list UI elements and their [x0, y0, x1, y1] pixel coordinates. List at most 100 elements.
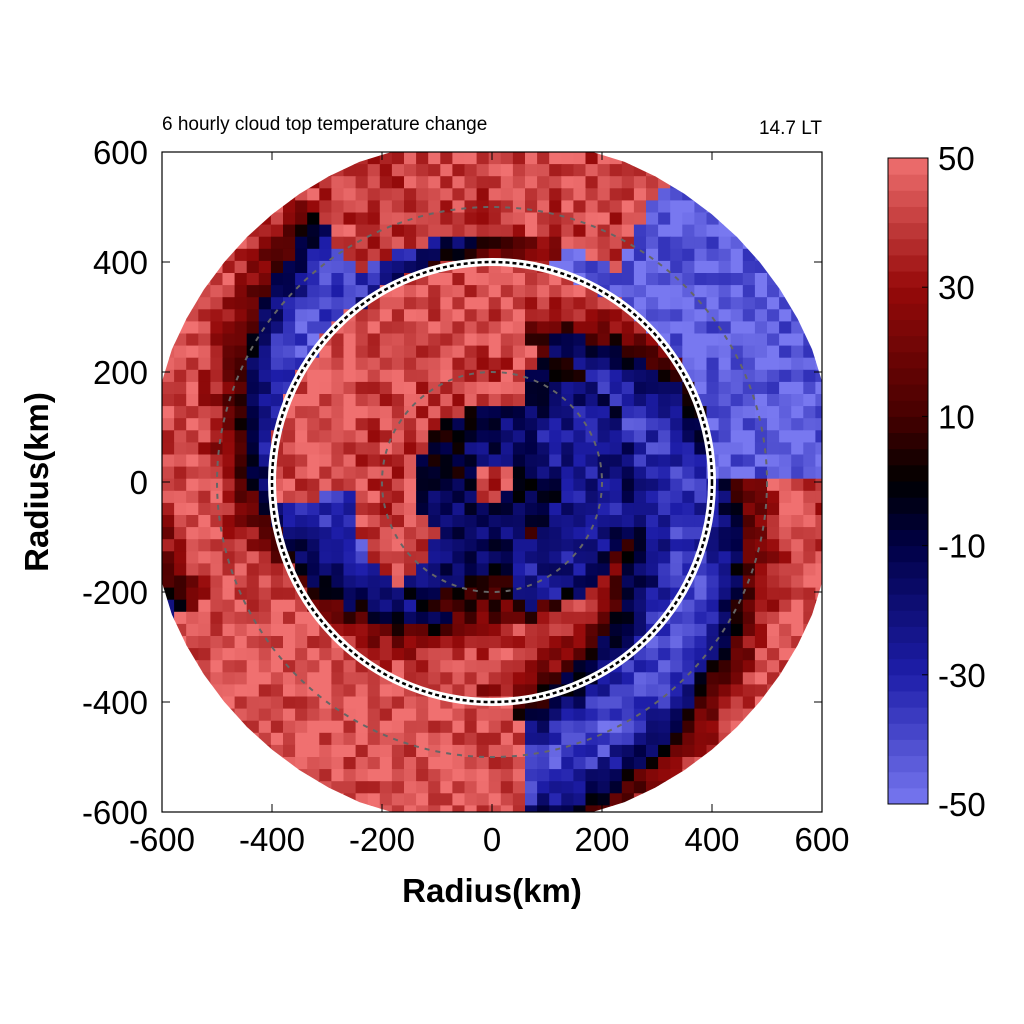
heatmap-cell: [609, 502, 623, 516]
heatmap-cell: [452, 781, 466, 794]
heatmap-cell: [779, 539, 792, 552]
heatmap-cell: [537, 212, 550, 226]
heatmap-cell: [246, 260, 260, 274]
heatmap-cell: [270, 575, 284, 589]
heatmap-cell: [416, 599, 429, 613]
heatmap-cell: [270, 611, 284, 625]
heatmap-cell: [440, 563, 453, 577]
heatmap-cell: [355, 769, 369, 782]
heatmap-cell: [561, 248, 574, 262]
heatmap-cell: [464, 490, 478, 504]
heatmap-cell: [767, 442, 780, 456]
heatmap-cell: [343, 200, 357, 214]
colorbar-band: [888, 464, 928, 482]
heatmap-cell: [609, 757, 623, 770]
heatmap-cell: [525, 188, 538, 201]
colorbar-band: [888, 238, 928, 256]
heatmap-cell: [319, 357, 332, 371]
heatmap-cell: [464, 188, 478, 201]
heatmap-cell: [464, 176, 478, 189]
heatmap-cell: [428, 708, 441, 722]
heatmap-cell: [561, 636, 574, 649]
heatmap-cell: [730, 587, 744, 601]
heatmap-cell: [258, 599, 272, 613]
heatmap-cell: [367, 696, 381, 710]
heatmap-cell: [779, 430, 792, 443]
heatmap-cell: [621, 732, 635, 746]
heatmap-cell: [416, 466, 429, 480]
y-tick-label: 600: [93, 134, 148, 171]
heatmap-cell: [331, 502, 345, 516]
heatmap-cell: [537, 345, 550, 359]
heatmap-cell: [754, 648, 768, 661]
heatmap-cell: [367, 321, 381, 335]
heatmap-cell: [428, 152, 441, 165]
heatmap-cell: [391, 357, 405, 371]
heatmap-cell: [234, 248, 248, 262]
heatmap-cell: [500, 611, 514, 625]
heatmap-cell: [549, 490, 562, 504]
heatmap-cell: [476, 623, 490, 637]
heatmap-cell: [416, 611, 429, 625]
heatmap-cell: [694, 236, 708, 250]
heatmap-cell: [670, 260, 683, 274]
heatmap-cell: [537, 418, 550, 431]
heatmap-cell: [561, 152, 574, 165]
heatmap-cell: [537, 454, 550, 468]
heatmap-cell: [585, 369, 599, 383]
heatmap-cell: [246, 539, 260, 552]
heatmap-cell: [186, 381, 199, 395]
heatmap-cell: [331, 587, 345, 601]
heatmap-cell: [428, 769, 441, 782]
heatmap-cell: [512, 345, 526, 359]
heatmap-cell: [512, 599, 526, 613]
heatmap-cell: [379, 684, 393, 698]
heatmap-cell: [549, 744, 562, 758]
heatmap-cell: [391, 696, 405, 710]
heatmap-cell: [742, 394, 756, 407]
heatmap-cell: [210, 623, 224, 637]
heatmap-cell: [730, 708, 744, 722]
heatmap-cell: [718, 345, 732, 359]
heatmap-cell: [488, 502, 502, 516]
heatmap-cell: [222, 478, 236, 492]
heatmap-cell: [718, 527, 732, 540]
heatmap-cell: [500, 684, 514, 698]
heatmap-cell: [682, 321, 695, 335]
heatmap-cell: [355, 345, 369, 359]
heatmap-cell: [500, 273, 514, 286]
heatmap-cell: [609, 321, 623, 335]
heatmap-cell: [537, 394, 550, 407]
heatmap-cell: [307, 406, 320, 419]
heatmap-cell: [258, 708, 272, 722]
heatmap-cell: [162, 502, 175, 516]
heatmap-cell: [754, 684, 768, 698]
heatmap-cell: [597, 369, 611, 383]
heatmap-cell: [246, 466, 260, 480]
heatmap-cell: [658, 708, 671, 722]
heatmap-cell: [658, 660, 671, 673]
heatmap-cell: [258, 660, 272, 673]
heatmap-cell: [512, 164, 526, 177]
heatmap-cell: [355, 273, 369, 286]
heatmap-cell: [561, 490, 574, 504]
heatmap-cell: [186, 321, 199, 335]
heatmap-cell: [258, 285, 272, 298]
heatmap-cell: [416, 345, 429, 359]
heatmap-cell: [198, 333, 211, 347]
heatmap-cell: [585, 236, 599, 250]
heatmap-cell: [488, 321, 502, 335]
heatmap-cell: [210, 502, 224, 516]
heatmap-cell: [525, 672, 538, 685]
heatmap-cell: [391, 769, 405, 782]
colorbar-band: [888, 707, 928, 724]
heatmap-cell: [512, 757, 526, 770]
heatmap-cell: [646, 248, 659, 262]
heatmap-cell: [561, 587, 574, 601]
heatmap-cell: [767, 539, 780, 552]
heatmap-cell: [537, 769, 550, 782]
heatmap-cell: [258, 672, 272, 685]
colorbar-band: [888, 190, 928, 207]
heatmap-cell: [476, 805, 490, 812]
heatmap-cell: [742, 285, 756, 298]
